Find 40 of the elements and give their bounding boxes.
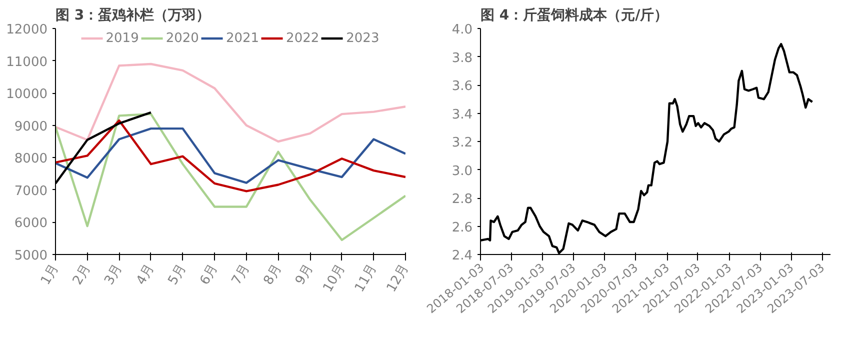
y-tick-label: 5000 [14,248,48,264]
line-series [56,127,406,184]
x-tick-label: 3月 [102,262,126,288]
y-tick-label: 11000 [6,54,48,70]
y-tick-label: 7000 [14,184,48,199]
y-tick-label: 4.0 [452,22,473,38]
legend-label: 2021 [226,30,260,46]
y-tick-label: 10000 [6,87,48,102]
y-tick-label: 2.4 [452,248,473,264]
y-tick-label: 3.8 [452,50,473,66]
y-tick-label: 12000 [6,22,48,38]
y-tick-label: 2.8 [452,192,473,207]
x-tick-label: 6月 [197,262,222,288]
y-tick-label: 2.6 [452,220,473,236]
x-tick-label: 9月 [292,262,317,288]
y-tick-label: 3.6 [452,79,473,94]
line-series [56,62,406,143]
legend-label: 2023 [346,30,380,46]
x-tick-label: 10月 [320,262,348,295]
x-tick-label: 2月 [70,262,94,288]
y-tick-label: 3.0 [452,164,473,179]
y-tick-label: 8000 [14,152,48,167]
x-tick-label: 12月 [384,262,412,295]
x-tick-label: 1月 [38,262,62,288]
y-tick-label: 9000 [14,119,48,134]
line-series [56,112,406,242]
x-tick-label: 11月 [352,262,380,295]
x-tick-label: 8月 [261,262,285,288]
x-tick-label: 7月 [229,262,253,288]
chart-title: 图 4：斤蛋饲料成本（元/斤） [480,6,668,24]
chart-title: 图 3：蛋鸡补栏（万羽） [56,6,210,24]
x-tick-label: 5月 [166,262,190,288]
y-tick-label: 3.4 [452,107,473,122]
y-tick-label: 3.2 [452,136,473,150]
x-tick-label: 4月 [134,262,158,288]
legend-label: 2020 [166,30,199,46]
line-series [56,119,406,192]
y-tick-label: 6000 [14,216,48,232]
legend-label: 2022 [286,30,320,46]
legend-label: 2019 [106,30,139,46]
